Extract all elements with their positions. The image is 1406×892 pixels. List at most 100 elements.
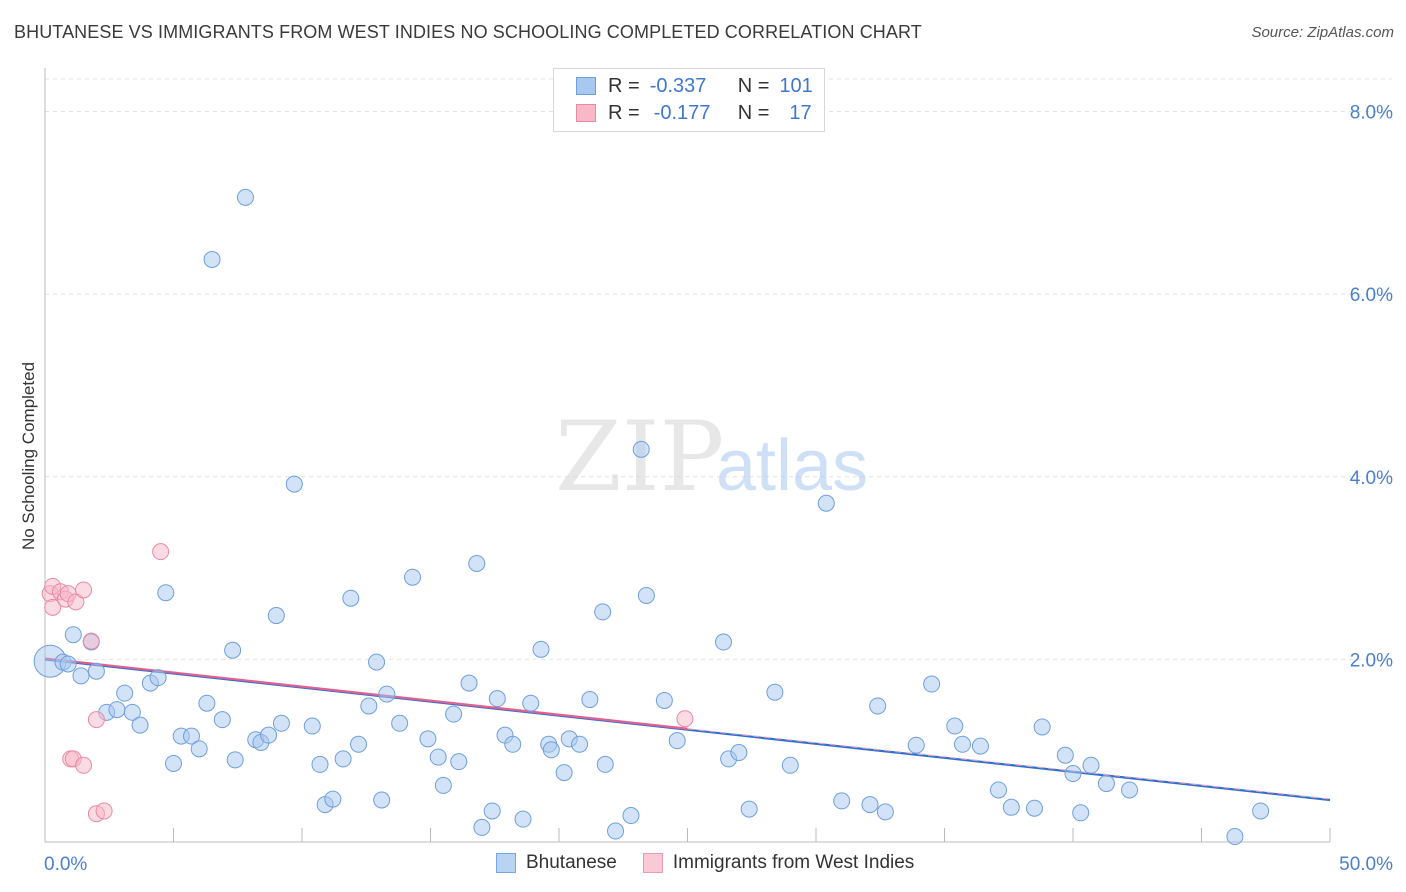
y-tick-label: 4.0% — [1350, 468, 1393, 489]
bhutanese-point — [324, 790, 342, 808]
bhutanese-point — [542, 741, 560, 759]
bhutanese-point — [87, 662, 105, 680]
y-tick-label: 6.0% — [1350, 285, 1393, 306]
chart-title: BHUTANESE VS IMMIGRANTS FROM WEST INDIES… — [14, 22, 922, 42]
bhutanese-point — [260, 726, 278, 744]
r-value: -0.177 — [653, 101, 711, 124]
legend-item-bhutanese[interactable]: Bhutanese — [496, 852, 617, 874]
legend-swatch-blue — [576, 77, 596, 95]
bhutanese-point — [360, 697, 378, 715]
bhutanese-point — [1226, 828, 1244, 846]
bhutanese-point — [460, 674, 478, 692]
bhutanese-point — [1082, 756, 1100, 774]
bhutanese-point — [342, 589, 360, 607]
bhutanese-point — [632, 440, 650, 458]
bhutanese-point — [504, 735, 522, 753]
west-indies-trend-extension — [687, 728, 1331, 800]
bhutanese-point — [1033, 718, 1051, 736]
bhutanese-point — [213, 711, 231, 729]
bhutanese-point — [72, 667, 90, 685]
bhutanese-point — [730, 744, 748, 762]
bhutanese-point — [473, 818, 491, 836]
r-label: R = — [608, 101, 640, 124]
n-value: 101 — [779, 74, 813, 97]
bhutanese-point — [429, 748, 447, 766]
y-axis-title: No Schooling Completed — [19, 362, 38, 550]
west-indies-point — [87, 711, 105, 729]
bhutanese-point — [668, 732, 686, 750]
x-tick-label: 0.0% — [44, 854, 87, 875]
bhutanese-point — [64, 626, 82, 644]
r-value: -0.337 — [649, 74, 707, 97]
bhutanese-point — [655, 691, 673, 709]
bhutanese-point — [378, 685, 396, 703]
bhutanese-point — [368, 653, 386, 671]
bhutanese-point — [157, 584, 175, 602]
bhutanese-point — [226, 751, 244, 769]
bhutanese-point — [817, 494, 835, 512]
y-tick-label: 2.0% — [1350, 650, 1393, 671]
bhutanese-point — [581, 691, 599, 709]
bhutanese-point — [1025, 799, 1043, 817]
bhutanese-point — [514, 810, 532, 828]
legend-row-west-indies: R = -0.177 N = 17 — [576, 100, 812, 126]
bhutanese-point — [637, 586, 655, 604]
bhutanese-point — [923, 675, 941, 693]
bhutanese-point — [303, 717, 321, 735]
west-indies-point — [152, 543, 170, 561]
bhutanese-point — [483, 802, 501, 820]
legend-swatch-west-indies — [642, 853, 663, 873]
stats-legend: R = -0.337 N = 101 R = -0.177 N = 17 — [553, 68, 825, 132]
bhutanese-point — [594, 603, 612, 621]
bhutanese-point — [596, 755, 614, 773]
bhutanese-point — [419, 730, 437, 748]
y-tick-label: 8.0% — [1350, 103, 1393, 124]
bhutanese-point — [740, 800, 758, 818]
bhutanese-point — [285, 475, 303, 493]
bhutanese-point — [450, 753, 468, 771]
tick-labels: 2.0% 4.0% 6.0% 8.0% 0.0% 50.0% — [44, 103, 1393, 875]
r-label: R = — [608, 74, 640, 97]
bhutanese-point — [781, 756, 799, 774]
bhutanese-point — [224, 641, 242, 659]
bhutanese-point — [236, 188, 254, 206]
bhutanese-point — [1056, 746, 1074, 764]
legend-item-west-indies[interactable]: Immigrants from West Indies — [642, 852, 914, 874]
n-value: 17 — [789, 101, 812, 124]
source-credit: Source: ZipAtlas.com — [1251, 24, 1394, 41]
bhutanese-point — [869, 697, 887, 715]
bhutanese-point — [404, 568, 422, 586]
bhutanese-point — [766, 683, 784, 701]
n-label: N = — [737, 74, 770, 97]
bhutanese-point — [165, 754, 182, 772]
bhutanese-point — [203, 250, 221, 268]
bhutanese-point — [445, 705, 463, 723]
series-legend: Bhutanese Immigrants from West Indies — [496, 852, 940, 874]
legend-label: Bhutanese — [526, 852, 617, 873]
grid-lines — [45, 78, 1392, 660]
legend-row-bhutanese: R = -0.337 N = 101 — [576, 73, 813, 99]
bhutanese-point — [522, 694, 540, 712]
bhutanese-point — [468, 555, 486, 573]
west-indies-point — [75, 581, 93, 599]
bhutanese-point — [434, 776, 452, 794]
bhutanese-point — [833, 792, 851, 810]
watermark-atlas: atlas — [716, 426, 868, 506]
axes — [44, 68, 1331, 843]
bhutanese-point — [1072, 804, 1090, 822]
west-indies-point — [44, 598, 62, 616]
bhutanese-point — [971, 737, 989, 755]
bhutanese-point — [1097, 775, 1115, 793]
x-tick-label: 50.0% — [1339, 854, 1393, 875]
west-indies-point — [95, 802, 113, 820]
bhutanese-point — [1121, 781, 1139, 799]
bhutanese-point — [571, 735, 589, 753]
bhutanese-point — [59, 655, 77, 673]
trend-lines — [44, 657, 1331, 802]
data-points — [33, 188, 1270, 846]
bhutanese-point — [116, 684, 134, 702]
bhutanese-point — [131, 716, 149, 734]
bhutanese-point — [1252, 802, 1270, 820]
west-indies-trend-line — [44, 657, 688, 730]
